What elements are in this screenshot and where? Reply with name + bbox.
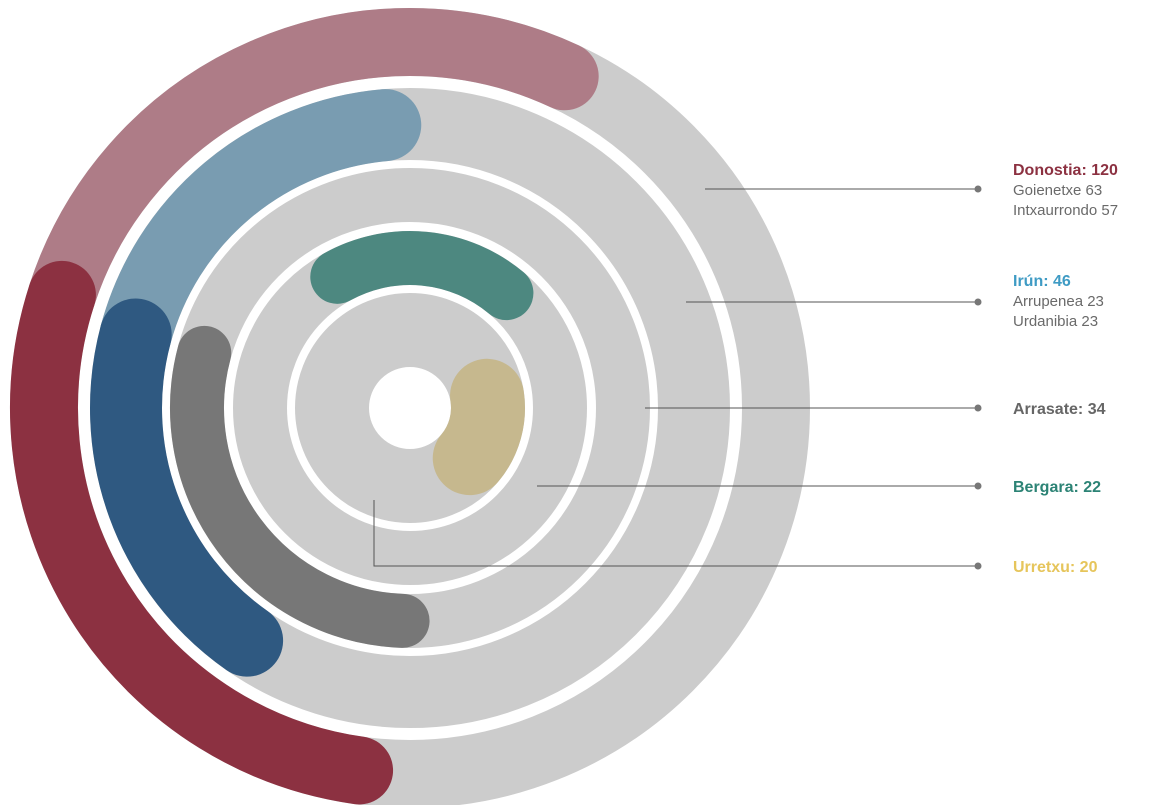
leader-dot-arrasate: [974, 404, 982, 412]
arc-irun-arrupenea: [90, 298, 284, 677]
leader-line-urretxu: [373, 500, 978, 567]
label-irun-urdanibia: Urdanibia 23: [1013, 313, 1098, 330]
label-bergara: Bergara: 22: [1013, 479, 1101, 496]
leader-dot-urretxu: [974, 562, 982, 570]
label-irun-arrupenea: Arrupenea 23: [1013, 293, 1104, 310]
arc-donostia-intxaurrondo: [27, 8, 599, 329]
label-irun: Irún: 46: [1013, 273, 1071, 290]
label-donostia-goienetxe: Goienetxe 63: [1013, 182, 1102, 199]
leader-dot-bergara: [974, 482, 982, 490]
label-group: Donostia: 120 Goienetxe 63 Intxaurrondo 57…: [1013, 162, 1118, 576]
arc-arrasate: [170, 325, 430, 648]
label-donostia: Donostia: 120: [1013, 162, 1118, 179]
arc-urretxu: [432, 358, 525, 496]
arc-group: [10, 8, 599, 805]
arc-bergara: [310, 231, 534, 321]
leader-dot-donostia: [974, 185, 982, 193]
label-arrasate: Arrasate: 34: [1013, 401, 1106, 418]
leader-group: [373, 185, 982, 570]
arc-donostia-goienetxe: [10, 260, 394, 805]
arc-irun-urdanibia: [99, 89, 422, 371]
leader-dot-irun: [974, 298, 982, 306]
label-donostia-intxaurrondo: Intxaurrondo 57: [1013, 202, 1118, 219]
label-urretxu: Urretxu: 20: [1013, 559, 1098, 576]
